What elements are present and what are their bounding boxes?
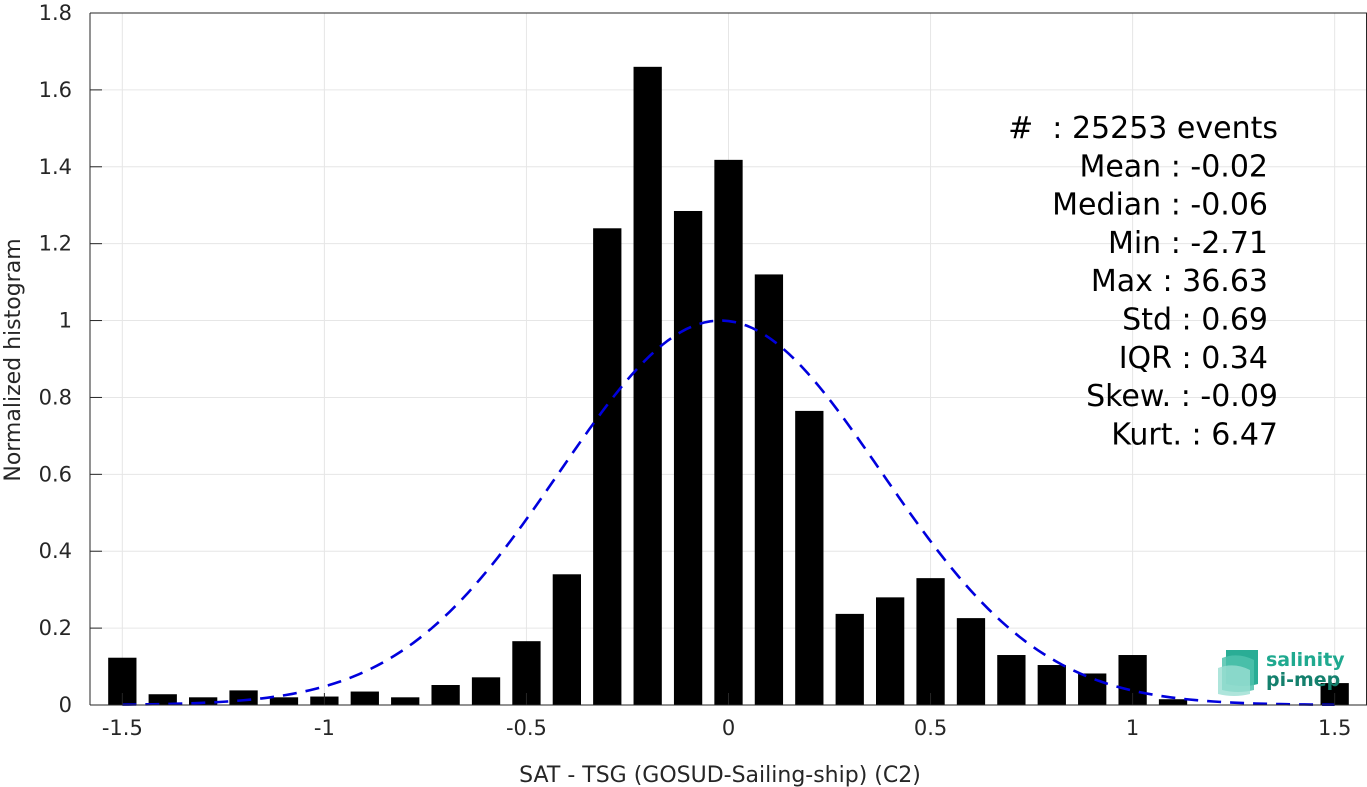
y-tick-label: 0 — [59, 693, 72, 717]
histogram-bar — [795, 410, 824, 705]
histogram-bar — [633, 66, 662, 706]
salinity-pimep-logo: salinity pi-mep — [1218, 649, 1345, 696]
x-tick-label: -1 — [314, 716, 335, 740]
y-tick-label: 0.4 — [39, 539, 72, 563]
stat-line: # : 25253 events — [1008, 111, 1278, 146]
stat-line: Std : 0.69 — [1122, 303, 1268, 338]
fit-curve-layer — [122, 319, 1335, 707]
histogram-bar — [956, 618, 986, 705]
logo-waves-icon — [1218, 650, 1258, 696]
histogram-bar — [189, 697, 218, 705]
histogram-bar — [229, 690, 258, 705]
histogram-bar — [916, 578, 945, 705]
x-tick-label: 0 — [722, 716, 735, 740]
stat-line: Kurt. : 6.47 — [1111, 417, 1278, 452]
y-tick-label: 0.6 — [39, 462, 72, 486]
histogram-bar — [593, 228, 622, 706]
y-tick-label: 0.8 — [39, 385, 72, 409]
logo-text-line2: pi-mep — [1266, 669, 1340, 691]
x-axis-label: SAT - TSG (GOSUD-Sailing-ship) (C2) — [519, 763, 921, 787]
histogram-bar — [552, 574, 581, 705]
histogram-bar — [835, 613, 864, 705]
histogram-bar — [754, 274, 784, 705]
x-tick-label: -1.5 — [102, 716, 143, 740]
y-axis-label: Normalized histogram — [1, 238, 26, 481]
stat-line: Median : -0.06 — [1052, 188, 1268, 223]
x-tick-label: 1 — [1126, 716, 1139, 740]
x-tick-label: 1.5 — [1318, 716, 1351, 740]
y-tick-label: 1.2 — [39, 232, 72, 256]
histogram-bar — [350, 691, 379, 705]
stat-line: IQR : 0.34 — [1119, 341, 1268, 376]
histogram-bar — [1037, 665, 1066, 705]
stat-line: Skew. : -0.09 — [1086, 379, 1278, 414]
histogram-bar — [876, 597, 905, 705]
gaussian-fit-curve — [122, 319, 1335, 707]
histogram-bar — [148, 694, 177, 705]
stat-line: Max : 36.63 — [1091, 264, 1268, 299]
y-tick-label: 1.4 — [39, 155, 72, 179]
histogram-bar — [1158, 699, 1188, 705]
logo-text-line1: salinity — [1266, 649, 1345, 671]
y-tick-label: 1 — [59, 309, 72, 333]
y-tick-label: 1.8 — [39, 1, 72, 25]
histogram-bar — [997, 655, 1026, 705]
histogram-bar — [269, 697, 299, 705]
histogram-bar — [391, 697, 420, 705]
y-tick-label: 0.2 — [39, 616, 72, 640]
x-tick-label: -0.5 — [506, 716, 547, 740]
histogram-bar — [673, 210, 703, 705]
stat-line: Min : -2.71 — [1108, 226, 1268, 261]
y-tick-label: 1.6 — [39, 78, 72, 102]
x-tick-label: 0.5 — [914, 716, 947, 740]
histogram-bar — [431, 685, 460, 705]
histogram-bar — [471, 677, 501, 705]
stat-line: Mean : -0.02 — [1079, 149, 1268, 184]
histogram-bar — [714, 159, 743, 705]
histogram-bar — [1078, 673, 1107, 705]
tick-labels: -1.5 -1 -0.5 0 0.5 1 1.5 0 0.2 0.4 0.6 0.8 1 1.2 1.4 1.… — [39, 1, 1352, 740]
